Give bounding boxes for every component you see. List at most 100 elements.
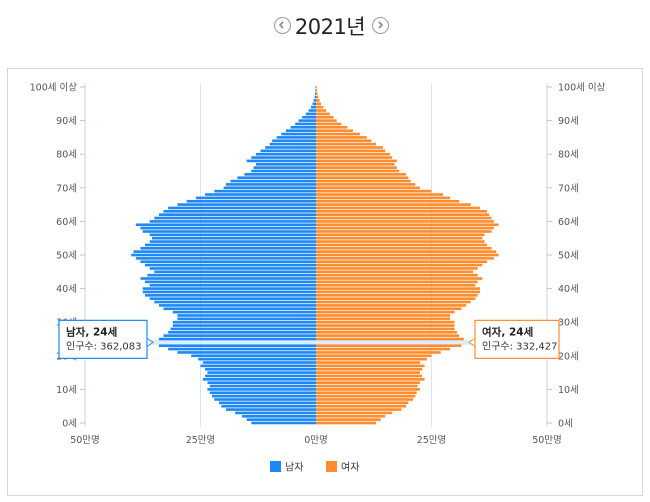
male-bar-age-7[interactable] bbox=[214, 398, 316, 401]
female-bar-age-1[interactable] bbox=[316, 418, 381, 421]
male-bar-age-2[interactable] bbox=[242, 414, 316, 418]
female-bar-age-93[interactable] bbox=[316, 109, 327, 112]
legend-item-male[interactable]: 남자 bbox=[270, 461, 303, 474]
female-bar-age-94[interactable] bbox=[316, 105, 324, 109]
male-bar-age-67[interactable] bbox=[195, 196, 316, 200]
male-bar-age-72[interactable] bbox=[230, 179, 316, 183]
male-bar-age-87[interactable] bbox=[285, 129, 316, 132]
male-bar-age-76[interactable] bbox=[253, 166, 316, 169]
male-bar-age-74[interactable] bbox=[244, 173, 316, 176]
male-bar-age-25[interactable] bbox=[158, 337, 316, 341]
next-year-button[interactable] bbox=[372, 17, 389, 34]
male-bar-age-8[interactable] bbox=[212, 394, 316, 398]
female-bar-age-59[interactable] bbox=[316, 223, 499, 227]
male-bar-age-48[interactable] bbox=[140, 260, 316, 264]
male-bar-age-84[interactable] bbox=[272, 139, 316, 143]
male-bar-age-89[interactable] bbox=[295, 122, 316, 126]
male-bar-age-70[interactable] bbox=[223, 186, 316, 190]
female-bar-age-95[interactable] bbox=[316, 102, 322, 106]
male-bar-age-90[interactable] bbox=[298, 119, 316, 122]
male-bar-age-13[interactable] bbox=[202, 378, 316, 381]
female-bar-age-83[interactable] bbox=[316, 142, 377, 146]
male-bar-age-29[interactable] bbox=[172, 324, 316, 327]
female-bar-age-32[interactable] bbox=[316, 314, 450, 317]
male-bar-age-23[interactable] bbox=[158, 344, 316, 348]
male-bar-age-24[interactable] bbox=[148, 341, 316, 344]
male-bar-age-79[interactable] bbox=[251, 156, 316, 159]
female-bar-age-84[interactable] bbox=[316, 139, 372, 143]
female-bar-age-11[interactable] bbox=[316, 384, 418, 388]
male-bar-age-35[interactable] bbox=[158, 304, 316, 307]
male-bar-age-50[interactable] bbox=[131, 253, 316, 257]
female-bar-age-63[interactable] bbox=[316, 210, 487, 213]
female-bar-age-73[interactable] bbox=[316, 176, 409, 180]
female-bar-age-9[interactable] bbox=[316, 391, 417, 395]
male-bar-age-49[interactable] bbox=[135, 257, 316, 260]
male-bar-age-43[interactable] bbox=[140, 277, 316, 280]
male-bar-age-6[interactable] bbox=[218, 401, 316, 405]
female-bar-age-79[interactable] bbox=[316, 156, 393, 159]
male-bar-age-95[interactable] bbox=[312, 102, 316, 106]
female-bar-age-37[interactable] bbox=[316, 297, 476, 300]
male-bar-age-31[interactable] bbox=[177, 317, 316, 321]
male-bar-age-73[interactable] bbox=[237, 176, 316, 180]
female-bar-age-30[interactable] bbox=[316, 320, 455, 324]
male-bar-age-30[interactable] bbox=[172, 320, 316, 324]
female-bar-age-52[interactable] bbox=[316, 246, 492, 250]
male-bar-age-1[interactable] bbox=[246, 418, 316, 421]
female-bar-age-49[interactable] bbox=[316, 257, 494, 260]
female-bar-age-71[interactable] bbox=[316, 183, 416, 186]
male-bar-age-44[interactable] bbox=[147, 273, 316, 277]
female-bar-age-31[interactable] bbox=[316, 317, 450, 321]
female-bar-age-76[interactable] bbox=[316, 166, 397, 169]
male-bar-age-10[interactable] bbox=[207, 388, 316, 391]
male-bar-age-64[interactable] bbox=[168, 206, 316, 210]
male-bar-age-20[interactable] bbox=[191, 354, 316, 358]
female-bar-age-97[interactable] bbox=[316, 95, 319, 99]
male-bar-age-65[interactable] bbox=[177, 203, 316, 206]
male-bar-age-42[interactable] bbox=[145, 280, 316, 284]
female-bar-age-17[interactable] bbox=[316, 364, 425, 368]
female-bar-age-87[interactable] bbox=[316, 129, 353, 132]
female-bar-age-60[interactable] bbox=[316, 220, 494, 223]
male-bar-age-98[interactable] bbox=[315, 92, 316, 96]
female-bar-age-25[interactable] bbox=[316, 337, 464, 341]
male-bar-age-78[interactable] bbox=[246, 159, 316, 163]
female-bar-age-18[interactable] bbox=[316, 361, 420, 364]
female-bar-age-74[interactable] bbox=[316, 173, 407, 176]
female-bar-age-48[interactable] bbox=[316, 260, 487, 264]
male-bar-age-5[interactable] bbox=[221, 404, 316, 408]
female-bar-age-77[interactable] bbox=[316, 162, 395, 166]
male-bar-age-82[interactable] bbox=[265, 146, 316, 149]
male-bar-age-96[interactable] bbox=[313, 99, 316, 102]
male-bar-age-21[interactable] bbox=[177, 351, 316, 354]
female-bar-age-92[interactable] bbox=[316, 112, 330, 116]
male-bar-age-46[interactable] bbox=[149, 267, 316, 270]
female-bar-age-20[interactable] bbox=[316, 354, 432, 358]
male-bar-age-0[interactable] bbox=[251, 421, 316, 425]
male-bar-age-58[interactable] bbox=[140, 226, 316, 230]
male-bar-age-55[interactable] bbox=[151, 236, 316, 240]
male-bar-age-33[interactable] bbox=[172, 310, 316, 314]
male-bar-age-57[interactable] bbox=[142, 230, 316, 233]
male-bar-age-91[interactable] bbox=[302, 115, 316, 119]
male-bar-age-62[interactable] bbox=[158, 213, 316, 216]
female-bar-age-6[interactable] bbox=[316, 401, 409, 405]
male-bar-age-40[interactable] bbox=[142, 287, 316, 290]
female-bar-age-27[interactable] bbox=[316, 330, 457, 334]
female-bar-age-10[interactable] bbox=[316, 388, 420, 391]
male-bar-age-52[interactable] bbox=[140, 246, 316, 250]
male-bar-age-92[interactable] bbox=[305, 112, 316, 116]
female-bar-age-3[interactable] bbox=[316, 411, 393, 415]
female-bar-age-29[interactable] bbox=[316, 324, 455, 327]
female-bar-age-89[interactable] bbox=[316, 122, 342, 126]
female-bar-age-72[interactable] bbox=[316, 179, 411, 183]
prev-year-button[interactable] bbox=[274, 17, 291, 34]
male-bar-age-63[interactable] bbox=[163, 210, 316, 213]
female-bar-age-12[interactable] bbox=[316, 381, 420, 384]
female-bar-age-39[interactable] bbox=[316, 290, 481, 294]
female-bar-age-66[interactable] bbox=[316, 199, 460, 203]
legend-item-female[interactable]: 여자 bbox=[326, 461, 359, 474]
male-bar-age-22[interactable] bbox=[168, 347, 316, 351]
male-bar-age-36[interactable] bbox=[154, 300, 316, 304]
